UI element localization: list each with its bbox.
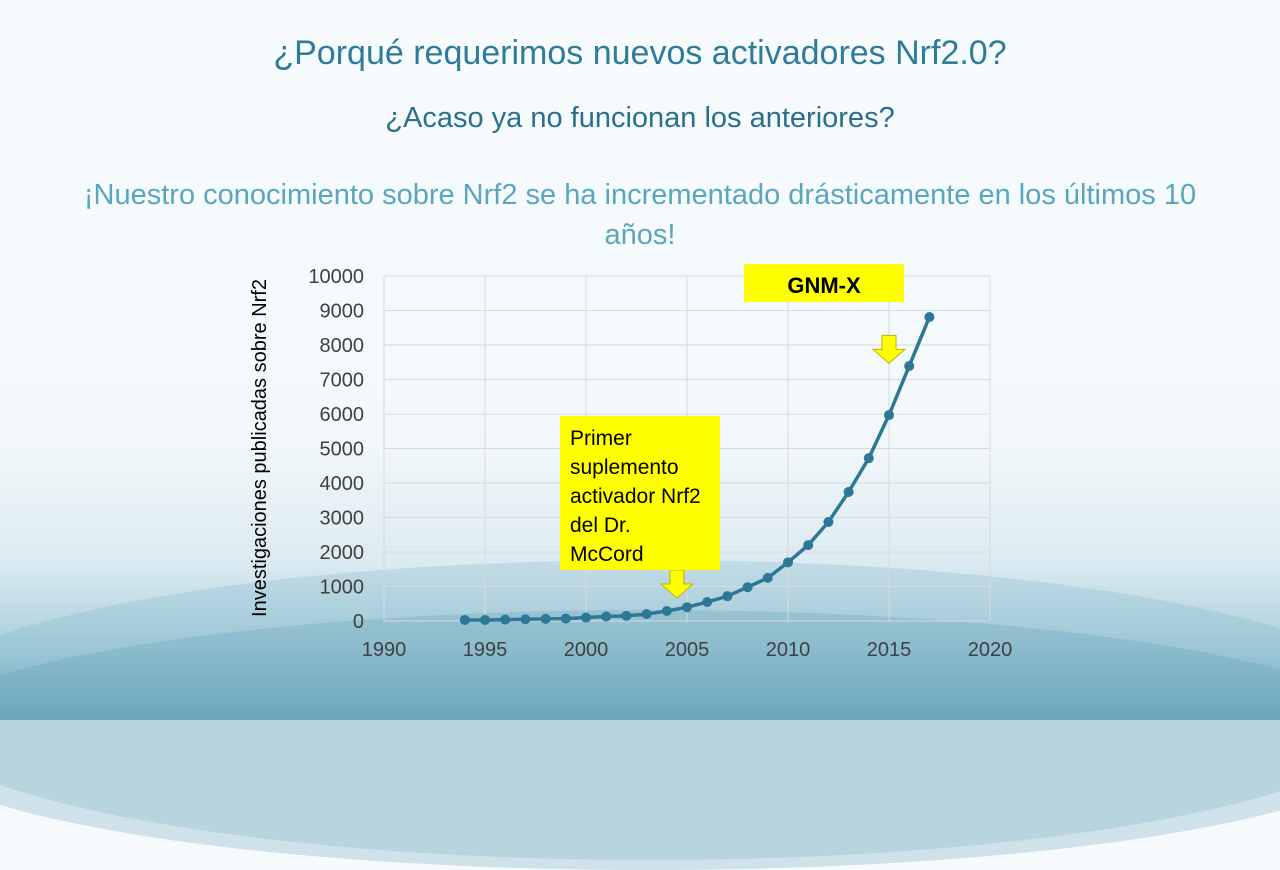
data-point [581,612,591,623]
y-tick-label: 3000 [320,508,365,530]
slide-statement: ¡Nuestro conocimiento sobre Nrf2 se ha i… [83,179,1197,251]
down-arrow-icon [659,569,695,599]
slide-subtitle: ¿Acaso ya no funcionan los anteriores? [385,102,895,134]
data-point [924,312,935,323]
data-point [904,361,915,372]
x-tick-label: 2015 [867,639,912,661]
data-point [661,605,672,616]
data-point [783,557,793,568]
publications-chart: 0 1000 2000 3000 4000 5000 6000 7000 8000 9000 100… [249,266,1013,661]
y-tick-label: 10000 [308,266,364,288]
mccord-annotation: Primer suplemento activador Nrf2 del Dr.… [560,416,720,570]
x-tick-label: 1990 [362,639,407,661]
x-tick-label: 2005 [665,639,710,661]
data-point [722,591,733,602]
x-tick-label: 1995 [463,639,508,661]
data-point [823,516,834,527]
data-point [863,453,874,464]
x-tick-label: 2010 [766,639,811,661]
y-tick-label: 4000 [320,473,365,495]
data-point [459,614,470,625]
y-tick-label: 5000 [320,439,365,461]
data-point [702,597,713,608]
data-point [843,486,854,497]
y-axis-label: Investigaciones publicadas sobre Nrf2 [249,279,271,617]
y-tick-label: 8000 [320,335,365,357]
y-tick-label: 1000 [320,577,365,599]
data-point [601,611,612,622]
down-arrow-icon [871,334,907,365]
data-point [803,540,814,551]
data-point [520,614,531,625]
data-point [762,572,773,583]
data-point [480,614,490,625]
y-tick-label: 7000 [320,370,365,392]
data-point [884,410,894,421]
y-tick-label: 9000 [320,301,365,323]
x-tick-label: 2020 [968,639,1013,661]
y-tick-label: 0 [353,611,364,633]
data-point [621,610,632,621]
data-point [500,614,511,625]
gnmx-annotation: GNM-X [744,264,904,302]
slide-title: ¿Porqué requerimos nuevos activadores Nr… [273,34,1007,72]
data-point [641,609,652,620]
data-point [742,582,753,593]
data-point [682,602,692,613]
x-tick-label: 2000 [564,639,609,661]
data-point [540,613,551,624]
y-tick-label: 2000 [320,542,365,564]
data-point [560,613,571,624]
y-tick-label: 6000 [320,404,365,426]
